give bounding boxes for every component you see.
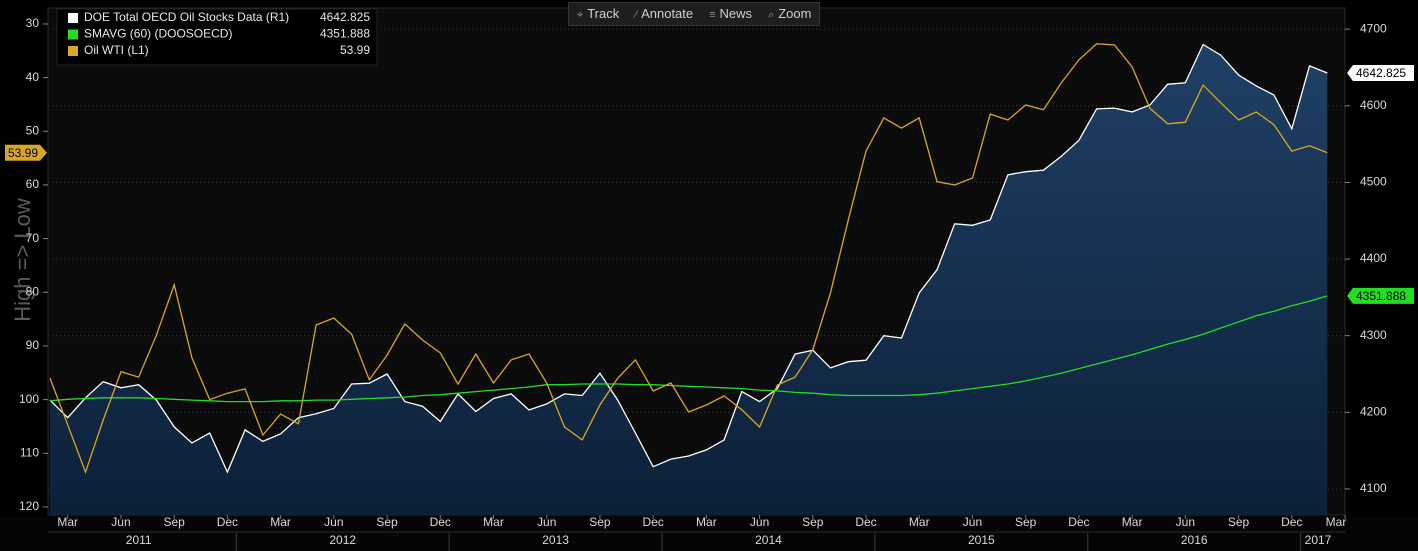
value-flag-label: 53.99 (8, 146, 38, 160)
toolbar-button[interactable]: ⌕ Zoom (760, 3, 819, 25)
x-tick-label: Mar (1122, 515, 1143, 529)
y-tick-label: 60 (26, 177, 40, 191)
y-tick-label: 120 (19, 499, 39, 513)
line (49, 295, 1328, 403)
x-tick-label: Sep (589, 515, 611, 529)
y-tick-label: 50 (26, 123, 40, 137)
x-tick-label: Dec (642, 515, 663, 529)
legend-swatch (68, 13, 78, 23)
value-flag-label: 4351.888 (1356, 289, 1406, 303)
x-tick-label: Dec (217, 515, 238, 529)
x-tick-label: Sep (1015, 515, 1037, 529)
y2-tick-label: 4700 (1360, 21, 1387, 35)
legend-label: Oil WTI (L1) (84, 43, 149, 57)
x-tick-label: Jun (537, 515, 556, 529)
toolbar-icon: ∕ (635, 9, 638, 21)
x-tick-label: Sep (376, 515, 398, 529)
y-tick-label: 70 (26, 231, 40, 245)
x-tick-label: Mar (909, 515, 930, 529)
x-tick-label: Dec (1281, 515, 1302, 529)
y-tick-label: 90 (26, 338, 40, 352)
y2-tick-label: 4600 (1360, 98, 1387, 112)
year-label: 2012 (329, 533, 356, 547)
toolbar-icon: ⌕ (768, 9, 775, 21)
value-flag-label: 4642.825 (1356, 66, 1406, 80)
y-axis-label: High => Low (10, 198, 35, 322)
x-tick-label: Mar (1326, 515, 1347, 529)
toolbar: ⌖ Track ∕ Annotate ≡ News ⌕ Zoom (568, 2, 821, 26)
x-tick-label: Sep (163, 515, 185, 529)
value-flag (5, 144, 47, 161)
toolbar-icon: ≡ (709, 9, 716, 21)
toolbar-label: News (719, 6, 753, 21)
legend-value: 53.99 (340, 43, 370, 57)
legend-swatch (68, 46, 78, 56)
area (50, 44, 1328, 515)
x-tick-label: Sep (1228, 515, 1250, 529)
year-label: 2016 (1181, 533, 1208, 547)
line (49, 43, 1328, 475)
year-label: 2014 (755, 533, 782, 547)
legend-swatch (68, 29, 78, 40)
legend-label: DOE Total OECD Oil Stocks Data (R1) (84, 10, 289, 24)
year-label: 2011 (126, 533, 152, 547)
x-tick-label: Dec (855, 515, 876, 529)
x-tick-label: Sep (802, 515, 824, 529)
year-label: 2013 (542, 533, 569, 547)
value-flag (1347, 64, 1414, 81)
year-label: 2017 (1305, 533, 1332, 547)
toolbar-label: Zoom (778, 6, 812, 21)
y-tick-label: 40 (26, 70, 40, 84)
y-tick-label: 80 (26, 284, 40, 298)
legend-box (56, 8, 378, 66)
toolbar-button[interactable]: ∕ Annotate (627, 3, 701, 25)
y-tick-label: 100 (19, 392, 39, 406)
y2-tick-label: 4300 (1360, 328, 1387, 342)
x-tick-label: Dec (430, 515, 451, 529)
toolbar-label: Track (587, 6, 620, 21)
x-tick-label: Dec (1068, 515, 1089, 529)
x-tick-label: Mar (696, 515, 717, 529)
x-tick-label: Mar (483, 515, 504, 529)
y2-tick-label: 4200 (1360, 404, 1387, 418)
x-tick-label: Mar (57, 515, 78, 529)
x-tick-label: Jun (750, 515, 769, 529)
y2-tick-label: 4400 (1360, 251, 1387, 265)
y-tick-label: 30 (26, 16, 40, 30)
legend-value: 4351.888 (320, 27, 370, 41)
toolbar-label: Annotate (641, 6, 694, 21)
x-tick-label: Jun (1176, 515, 1195, 529)
line (49, 43, 1328, 474)
legend-value: 4642.825 (320, 10, 370, 24)
x-tick-label: Jun (111, 515, 130, 529)
toolbar-icon: ⌖ (577, 9, 584, 21)
value-flag (1347, 287, 1414, 304)
toolbar-button[interactable]: ⌖ Track (569, 3, 627, 25)
y-tick-label: 110 (20, 445, 39, 459)
toolbar-button[interactable]: ≡ News (701, 3, 760, 25)
y2-tick-label: 4100 (1360, 481, 1387, 495)
legend-label: SMAVG (60) (DOOSOECD) (84, 27, 232, 41)
year-label: 2015 (968, 533, 995, 547)
x-tick-label: Jun (324, 515, 343, 529)
y2-tick-label: 4500 (1360, 175, 1387, 189)
x-tick-label: Mar (270, 515, 291, 529)
x-tick-label: Jun (963, 515, 982, 529)
